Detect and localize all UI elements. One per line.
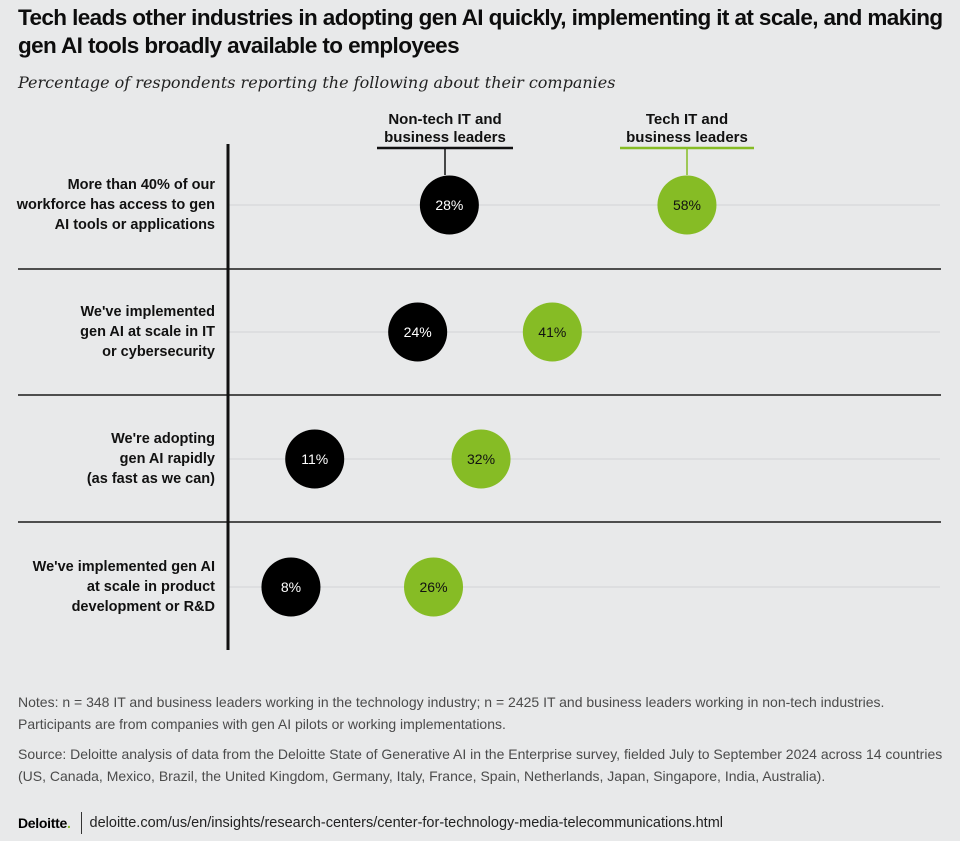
category-label: or cybersecurity: [102, 344, 215, 360]
dot-value-label: 41%: [538, 324, 566, 340]
dot-value-label: 24%: [404, 324, 432, 340]
category-label: We've implemented gen AI: [33, 559, 215, 575]
non-tech-dot: [419, 175, 479, 235]
dot-value-label: 26%: [420, 579, 448, 595]
tech-dot: [404, 557, 464, 617]
dot-value-label: 58%: [673, 197, 701, 213]
legend-label-non-tech: Non-tech IT and: [388, 111, 501, 128]
category-label: gen AI rapidly: [120, 451, 215, 467]
legend-label-tech: business leaders: [626, 129, 748, 146]
category-label: gen AI at scale in IT: [80, 324, 215, 340]
dot-value-label: 32%: [467, 451, 495, 467]
source-url-link[interactable]: deloitte.com/us/en/insights/research-cen…: [89, 815, 723, 831]
chart-subtitle: Percentage of respondents reporting the …: [18, 73, 616, 92]
dot-value-label: 11%: [301, 451, 328, 467]
source-text: Source: Deloitte analysis of data from t…: [18, 746, 943, 784]
chart-title: Tech leads other industries in adopting …: [18, 5, 943, 58]
category-label: AI tools or applications: [55, 217, 215, 233]
category-label: workforce has access to gen: [16, 197, 215, 213]
tech-dot: [522, 302, 582, 362]
legend-label-tech: Tech IT and: [646, 111, 728, 128]
non-tech-dot: [261, 557, 321, 617]
dot-value-label: 28%: [435, 197, 463, 213]
category-label: at scale in product: [87, 579, 215, 595]
legend-label-non-tech: business leaders: [384, 129, 506, 146]
category-label: (as fast as we can): [87, 471, 215, 487]
non-tech-dot: [285, 429, 345, 489]
non-tech-dot: [388, 302, 448, 362]
tech-dot: [657, 175, 717, 235]
deloitte-logo: Deloitte.: [18, 815, 71, 831]
category-label: We're adopting: [111, 431, 215, 447]
footer-divider: [80, 812, 82, 834]
footer: Deloitte. deloitte.com/us/en/insights/re…: [18, 810, 723, 836]
category-label: We've implemented: [80, 304, 215, 320]
category-label: development or R&D: [72, 599, 215, 615]
category-label: More than 40% of our: [68, 177, 216, 193]
dot-value-label: 8%: [281, 579, 301, 595]
tech-dot: [451, 429, 511, 489]
notes-text: Notes: n = 348 IT and business leaders w…: [18, 694, 885, 732]
